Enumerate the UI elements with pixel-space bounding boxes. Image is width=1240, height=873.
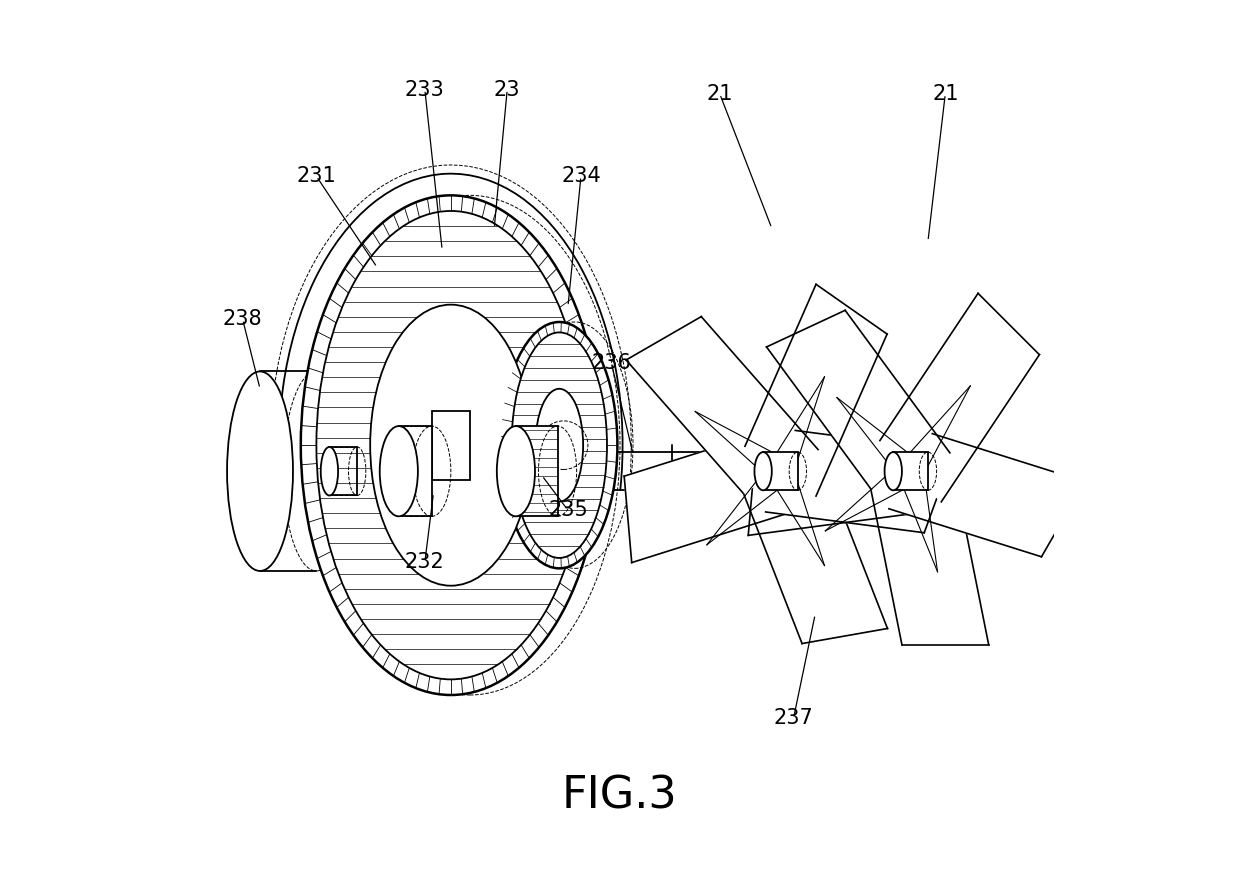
- Polygon shape: [880, 293, 1039, 502]
- Ellipse shape: [754, 452, 771, 491]
- Bar: [893, 452, 928, 491]
- Polygon shape: [745, 285, 887, 496]
- Ellipse shape: [379, 426, 418, 516]
- Bar: [432, 411, 470, 479]
- Ellipse shape: [884, 452, 901, 491]
- Polygon shape: [889, 434, 1085, 557]
- Text: 238: 238: [223, 309, 263, 329]
- Ellipse shape: [536, 388, 583, 502]
- Text: 23: 23: [494, 79, 521, 100]
- Text: 21: 21: [932, 84, 959, 104]
- Text: 236: 236: [591, 353, 631, 373]
- Text: 233: 233: [405, 79, 445, 100]
- Polygon shape: [765, 430, 954, 533]
- Text: 232: 232: [405, 553, 445, 573]
- Polygon shape: [867, 471, 988, 644]
- Bar: [763, 452, 797, 491]
- Ellipse shape: [301, 196, 601, 695]
- Ellipse shape: [501, 322, 618, 568]
- Polygon shape: [738, 464, 888, 643]
- Ellipse shape: [512, 333, 608, 558]
- Polygon shape: [748, 428, 914, 535]
- Text: 235: 235: [548, 500, 588, 520]
- Ellipse shape: [321, 447, 339, 496]
- Text: 237: 237: [774, 708, 813, 728]
- Ellipse shape: [227, 371, 293, 571]
- Bar: [330, 447, 357, 496]
- Polygon shape: [626, 317, 818, 493]
- Ellipse shape: [371, 305, 532, 586]
- Bar: [516, 426, 558, 516]
- Ellipse shape: [316, 211, 585, 679]
- Text: 234: 234: [560, 166, 601, 186]
- Text: 21: 21: [707, 84, 733, 104]
- Bar: [399, 426, 432, 516]
- Text: FIG.3: FIG.3: [562, 775, 678, 818]
- Polygon shape: [766, 310, 950, 490]
- Polygon shape: [624, 428, 784, 562]
- Ellipse shape: [497, 426, 534, 516]
- Text: 231: 231: [296, 166, 336, 186]
